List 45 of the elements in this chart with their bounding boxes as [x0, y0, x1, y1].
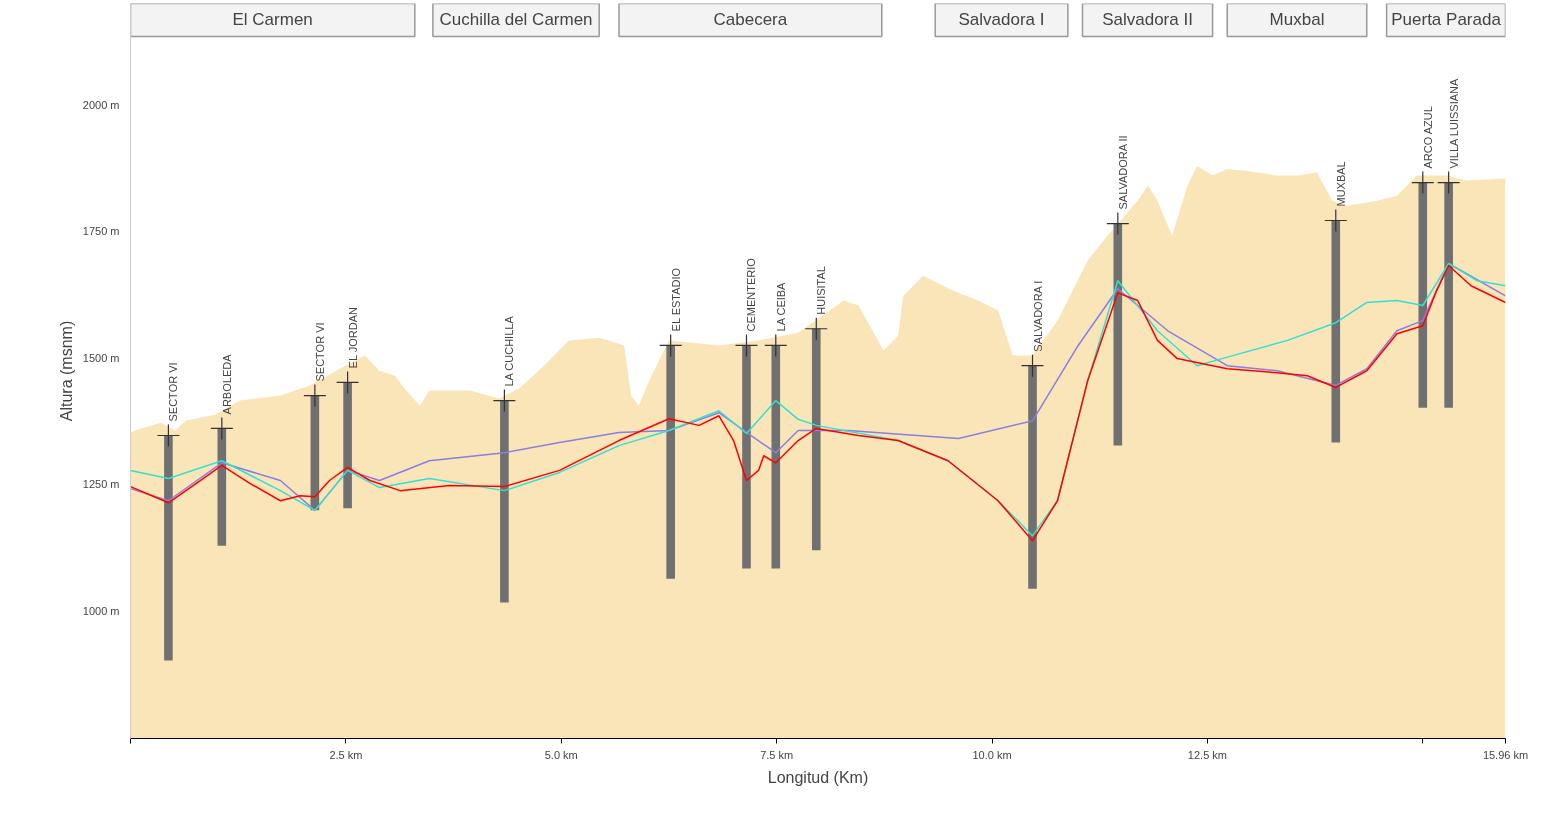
- bar: [771, 345, 781, 569]
- y-tick-label: 2000 m: [82, 98, 120, 111]
- x-tick-label: 10.0 km: [972, 748, 1012, 761]
- annotation: MUXBAL: [1334, 161, 1347, 207]
- band-label: Salvadora I: [958, 9, 1045, 29]
- annotation: ARBOLEDA: [220, 353, 233, 415]
- y-tick-label: 1250 m: [82, 478, 120, 491]
- band-label: Cuchilla del Carmen: [439, 9, 593, 29]
- band-label: Puerta Parada: [1391, 9, 1502, 29]
- annotation: SECTOR VI: [313, 322, 326, 382]
- bar: [742, 345, 751, 569]
- annotation: LA CEIBA: [774, 281, 787, 332]
- y-tick-label: 1000 m: [82, 604, 120, 617]
- bar: [164, 435, 173, 661]
- annotation: SECTOR VI: [167, 362, 180, 422]
- annotation: SALVADORA II: [1116, 135, 1129, 210]
- y-axis-title: Altura (msnm): [57, 320, 75, 422]
- annotation: HUISITAL: [815, 266, 828, 315]
- annotation: SALVADORA I: [1031, 280, 1044, 352]
- bar: [500, 400, 509, 603]
- band-label: El Carmen: [232, 9, 313, 29]
- bar: [666, 345, 675, 579]
- x-tick-label: 7.5 km: [760, 748, 794, 761]
- band-label: Cabecera: [713, 9, 788, 29]
- x-tick-label: 2.5 km: [329, 748, 363, 761]
- x-axis-title: Longitud (Km): [767, 768, 869, 786]
- x-tick-label: 12.5 km: [1187, 748, 1227, 761]
- annotation: CEMENTERIO: [745, 257, 758, 332]
- annotation: VILLA LUISSIANA: [1447, 78, 1460, 169]
- bar: [811, 328, 821, 551]
- bar: [1331, 220, 1341, 443]
- x-tick-label: 15.96 km: [1482, 748, 1529, 761]
- annotation: EL ESTADIO: [669, 267, 682, 332]
- bar: [1444, 182, 1453, 408]
- band-label: Muxbal: [1269, 9, 1325, 29]
- x-tick-label: 5.0 km: [544, 748, 578, 761]
- bar: [1028, 365, 1037, 589]
- y-tick-label: 1500 m: [82, 351, 120, 364]
- y-tick-label: 1750 m: [82, 225, 120, 238]
- annotation: ARCO AZUL: [1421, 106, 1434, 169]
- band-label: Salvadora II: [1102, 9, 1193, 29]
- bar: [343, 382, 352, 509]
- bar: [1418, 182, 1428, 408]
- annotation: EL JORDAN: [346, 307, 359, 369]
- annotation: LA CUCHILLA: [503, 315, 516, 387]
